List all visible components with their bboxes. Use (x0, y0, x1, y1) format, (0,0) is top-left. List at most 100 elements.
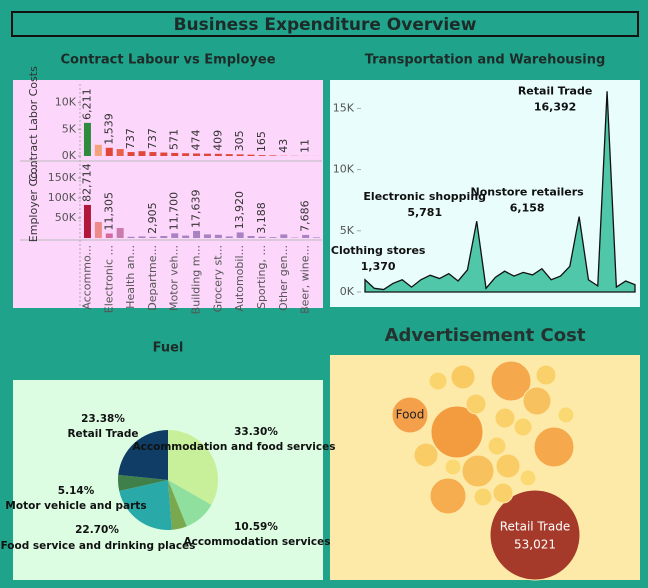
value-label: 5.14% (58, 485, 95, 497)
bar (83, 122, 91, 156)
slice-label: Accommodation and food services (133, 441, 336, 453)
bubble (413, 442, 439, 468)
panel-title: Transportation and Warehousing (365, 53, 606, 68)
bar (247, 236, 255, 238)
bar (171, 152, 179, 156)
bar (225, 154, 233, 156)
bar (160, 152, 168, 156)
value-label: 737 (124, 128, 137, 149)
y-tick-label: 10K (333, 163, 355, 176)
value-label: 3,188 (255, 202, 268, 234)
bubble-label: Retail Trade (500, 520, 571, 534)
slice-label: Retail Trade (67, 428, 138, 440)
value-label: 22.70% (75, 524, 119, 536)
bar (236, 232, 244, 238)
bubble (444, 458, 462, 476)
bubble (450, 364, 476, 390)
value-label: 2,905 (146, 202, 159, 234)
value-label: 10.59% (234, 521, 278, 533)
value-label: 409 (211, 130, 224, 151)
bar (138, 236, 146, 238)
y-tick-label: 0K (62, 149, 77, 162)
bar (83, 204, 91, 238)
x-tick-label: Departme... (146, 245, 159, 311)
x-tick-label: Accommo... (80, 245, 93, 310)
dashboard-title: Business Expenditure Overview (174, 15, 477, 35)
value-label: 33.30% (234, 426, 278, 438)
bubble (522, 386, 552, 416)
pie-slice (119, 480, 172, 530)
title-box (11, 11, 639, 37)
pie-slice (117, 474, 168, 491)
bubble (465, 393, 487, 415)
bubble (494, 407, 516, 429)
value-label: 7,686 (299, 200, 312, 232)
x-tick-label: Motor veh... (168, 245, 181, 311)
bubble (489, 489, 581, 581)
value-label: 11,700 (168, 192, 181, 231)
bar (313, 237, 321, 238)
bubble (391, 396, 429, 434)
bubble (513, 417, 533, 437)
x-tick-label: Beer, wine... (299, 245, 312, 314)
bar (247, 154, 255, 156)
bar (269, 155, 277, 156)
bar (149, 152, 157, 156)
bubble (430, 405, 484, 459)
value-label: 11 (299, 139, 312, 153)
axis-title: Employer Co... (27, 162, 40, 242)
bar (236, 154, 244, 156)
annotation-value: 5,781 (407, 206, 442, 219)
x-tick-label: Automobil... (233, 245, 246, 312)
bar (127, 236, 135, 238)
y-tick-label: 15K (333, 101, 355, 114)
value-label: 11,305 (102, 192, 115, 231)
bar (203, 234, 211, 238)
y-tick-label: 5K (62, 122, 77, 135)
annotation-name: Clothing stores (331, 244, 426, 257)
bubble (519, 469, 537, 487)
pie-slice (168, 430, 218, 505)
value-label: 53,021 (514, 538, 556, 552)
bar (214, 153, 222, 156)
bar (225, 236, 233, 238)
value-label: 17,639 (190, 189, 203, 228)
area (364, 91, 636, 293)
y-tick-label: 5K (340, 224, 355, 237)
bubble (495, 453, 521, 479)
pie-slice (168, 480, 212, 527)
value-label: 6,211 (80, 88, 93, 120)
x-tick-label: Electronic ... (102, 245, 115, 313)
bar (269, 237, 277, 238)
panel-title: Contract Labour vs Employee (60, 53, 275, 68)
bubble (492, 482, 514, 504)
y-tick-label: 100K (48, 191, 77, 204)
slice-label: Accommodation services (183, 536, 330, 548)
axis-title: Contract Labor Costs (27, 66, 40, 182)
bar (193, 153, 201, 156)
value-label: 165 (255, 131, 268, 152)
value-label: 1,539 (102, 113, 115, 145)
bubble (428, 371, 448, 391)
bar (193, 230, 201, 238)
value-label: 571 (168, 129, 181, 150)
bar (258, 155, 266, 156)
bubble (490, 360, 532, 402)
bar (182, 235, 190, 238)
panel-background (330, 80, 640, 307)
bar (214, 234, 222, 238)
value-label: 305 (233, 130, 246, 151)
bubble (557, 406, 575, 424)
annotation-name: Nonstore retailers (471, 186, 585, 199)
annotation-value: 6,158 (510, 202, 545, 215)
bar (94, 222, 102, 238)
y-tick-label: 150K (48, 171, 77, 184)
bar (280, 234, 288, 238)
value-label: 82,714 (80, 163, 93, 202)
bubble-label: Food (396, 408, 425, 422)
bubble (473, 487, 493, 507)
x-tick-label: Sporting, ... (255, 245, 268, 309)
y-tick-label: 0K (340, 285, 355, 298)
